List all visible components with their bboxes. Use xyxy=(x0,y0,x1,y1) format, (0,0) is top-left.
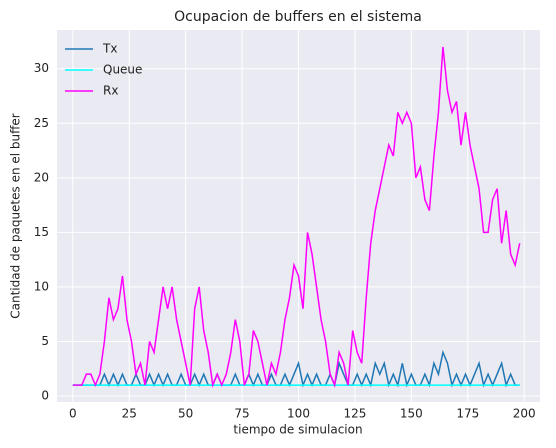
y-tick-label: 25 xyxy=(34,116,49,130)
y-tick-label: 0 xyxy=(41,389,49,403)
x-tick-label: 150 xyxy=(400,407,423,421)
x-tick-label: 75 xyxy=(234,407,249,421)
y-tick-label: 5 xyxy=(41,334,49,348)
y-axis-label: Cantidad de paquetes en el buffer xyxy=(9,113,23,319)
x-tick-label: 100 xyxy=(287,407,310,421)
line-series xyxy=(72,46,521,388)
chart-title: Ocupacion de buffers en el sistema xyxy=(174,9,422,25)
y-tick-label: 10 xyxy=(34,279,49,293)
x-tick-label: 200 xyxy=(513,407,536,421)
x-tick-label: 25 xyxy=(122,407,137,421)
legend-label: Rx xyxy=(103,84,118,98)
legend-label: Queue xyxy=(103,63,142,77)
x-axis-label: tiempo de simulacion xyxy=(233,423,362,437)
y-tick-label: 20 xyxy=(34,170,49,184)
y-tick-label: 30 xyxy=(34,61,49,75)
x-tick-label: 175 xyxy=(456,407,479,421)
y-tick-label: 15 xyxy=(34,225,49,239)
x-tick-label: 50 xyxy=(178,407,193,421)
line-series xyxy=(72,349,520,388)
x-tick-label: 0 xyxy=(69,407,77,421)
legend-label: Tx xyxy=(102,42,117,56)
x-tick-label: 125 xyxy=(343,407,366,421)
